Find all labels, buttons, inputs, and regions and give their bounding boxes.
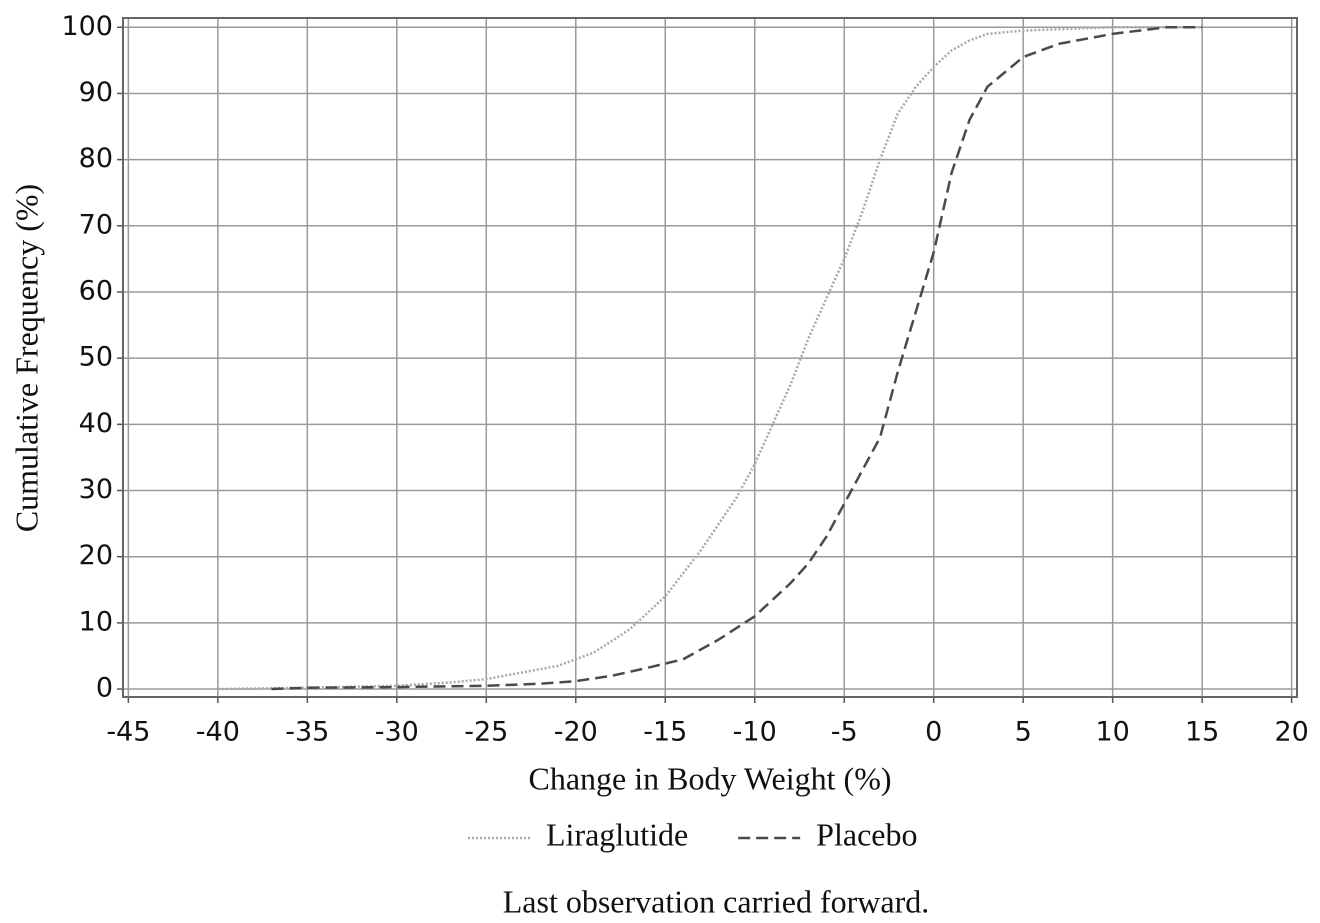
y-tick-label: 80	[79, 143, 113, 174]
y-axis-title: Cumulative Frequency (%)	[8, 184, 44, 532]
x-tick-label: -35	[285, 717, 329, 748]
data-line	[271, 26, 1203, 691]
x-tick-label: 15	[1185, 717, 1219, 748]
x-tick-label: -40	[196, 717, 240, 748]
x-tick-label: -30	[375, 717, 419, 748]
x-tick-label: -25	[464, 717, 508, 748]
x-tick-label: -5	[831, 717, 858, 748]
caption: Last observation carried forward.	[503, 883, 929, 919]
x-tick-label: -20	[554, 717, 598, 748]
x-tick-label: 20	[1274, 717, 1308, 748]
x-tick-label: 10	[1095, 717, 1129, 748]
y-tick-label: 90	[79, 77, 113, 108]
y-tick-label: 70	[79, 209, 113, 240]
y-tick-label: 0	[96, 673, 113, 704]
y-tick-label: 20	[79, 540, 113, 571]
y-tick-label: 60	[79, 275, 113, 306]
x-tick-label: -10	[733, 717, 777, 748]
plot-frame	[122, 17, 1298, 698]
y-tick-label: 30	[79, 474, 113, 505]
x-tick-label: -45	[106, 717, 150, 748]
x-tick-label: -15	[643, 717, 687, 748]
x-tick-label: 5	[1015, 717, 1032, 748]
y-tick-label: 100	[61, 11, 113, 42]
y-tick-label: 50	[79, 342, 113, 373]
x-tick-label: 0	[925, 717, 942, 748]
y-tick-label: 10	[79, 606, 113, 637]
data-line	[217, 26, 1203, 691]
y-tick-label: 40	[79, 408, 113, 439]
legend-label: Liraglutide	[546, 816, 688, 852]
legend-label: Placebo	[816, 816, 917, 852]
x-axis-title: Change in Body Weight (%)	[529, 760, 892, 796]
